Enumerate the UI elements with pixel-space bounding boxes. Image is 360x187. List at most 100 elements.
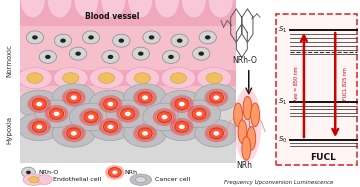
Circle shape <box>108 102 113 106</box>
Circle shape <box>112 170 117 174</box>
Ellipse shape <box>173 98 191 110</box>
Text: Blood vessel: Blood vessel <box>85 12 139 21</box>
Circle shape <box>213 131 219 136</box>
Ellipse shape <box>177 100 221 128</box>
Circle shape <box>138 128 152 139</box>
Ellipse shape <box>207 127 225 140</box>
Circle shape <box>138 92 152 103</box>
Circle shape <box>234 103 243 127</box>
Bar <box>20 94 236 163</box>
Ellipse shape <box>101 0 126 18</box>
Circle shape <box>26 171 31 174</box>
Ellipse shape <box>207 91 225 104</box>
Circle shape <box>177 39 183 43</box>
Circle shape <box>75 52 81 56</box>
Circle shape <box>238 120 247 143</box>
Bar <box>20 70 236 86</box>
Ellipse shape <box>195 119 238 147</box>
Circle shape <box>54 34 72 47</box>
Ellipse shape <box>156 111 174 123</box>
Bar <box>20 0 236 45</box>
Text: NRh: NRh <box>237 161 252 170</box>
Circle shape <box>88 35 94 39</box>
Circle shape <box>99 95 122 113</box>
Ellipse shape <box>89 113 132 141</box>
Circle shape <box>67 92 81 103</box>
Text: Cancer cell: Cancer cell <box>155 177 190 182</box>
Circle shape <box>99 118 122 136</box>
Text: Normoxic: Normoxic <box>6 44 12 77</box>
Circle shape <box>209 128 224 139</box>
Ellipse shape <box>20 0 45 18</box>
Ellipse shape <box>136 127 154 140</box>
Text: λex = 850 nm: λex = 850 nm <box>294 66 299 101</box>
Circle shape <box>67 128 81 139</box>
Ellipse shape <box>125 68 160 89</box>
Circle shape <box>175 99 189 109</box>
Text: Hypoxia: Hypoxia <box>6 116 12 144</box>
Circle shape <box>26 31 44 44</box>
Circle shape <box>39 50 57 63</box>
Circle shape <box>242 137 251 160</box>
Circle shape <box>32 99 46 109</box>
Circle shape <box>69 47 87 60</box>
Ellipse shape <box>134 73 150 83</box>
Text: $S_1$: $S_1$ <box>278 97 287 107</box>
Circle shape <box>71 131 77 136</box>
Circle shape <box>36 102 42 106</box>
Text: NRh-O: NRh-O <box>232 56 257 65</box>
Ellipse shape <box>160 113 203 141</box>
Circle shape <box>209 92 224 103</box>
Circle shape <box>168 55 174 59</box>
Ellipse shape <box>160 90 203 118</box>
Ellipse shape <box>54 68 88 89</box>
Bar <box>20 45 236 94</box>
Ellipse shape <box>123 119 167 147</box>
Ellipse shape <box>89 68 124 89</box>
Ellipse shape <box>52 84 95 111</box>
Circle shape <box>198 52 204 56</box>
Circle shape <box>32 122 46 132</box>
Circle shape <box>49 108 64 119</box>
Text: Frequency Upconversion Luminescence: Frequency Upconversion Luminescence <box>224 180 334 185</box>
Circle shape <box>133 89 157 107</box>
Ellipse shape <box>128 0 153 18</box>
Ellipse shape <box>173 121 191 133</box>
Circle shape <box>170 118 194 136</box>
Ellipse shape <box>74 0 99 18</box>
Circle shape <box>171 34 188 47</box>
Ellipse shape <box>18 68 52 89</box>
Ellipse shape <box>28 177 39 183</box>
Circle shape <box>32 35 38 39</box>
Circle shape <box>234 88 261 162</box>
Circle shape <box>105 165 125 180</box>
Circle shape <box>82 31 100 44</box>
Circle shape <box>138 52 144 56</box>
Text: $S_1$: $S_1$ <box>278 25 287 35</box>
Circle shape <box>62 124 86 142</box>
Circle shape <box>196 112 202 116</box>
Circle shape <box>162 115 167 119</box>
Ellipse shape <box>30 121 48 133</box>
Ellipse shape <box>154 0 179 18</box>
Ellipse shape <box>170 73 186 83</box>
Circle shape <box>121 108 135 119</box>
Text: NRh-O: NRh-O <box>38 170 59 175</box>
Ellipse shape <box>89 90 132 118</box>
Circle shape <box>149 35 154 39</box>
Ellipse shape <box>197 68 231 89</box>
Ellipse shape <box>18 90 61 118</box>
Ellipse shape <box>18 113 61 141</box>
Circle shape <box>103 122 118 132</box>
Bar <box>20 0 236 26</box>
Circle shape <box>54 112 59 116</box>
Ellipse shape <box>190 108 208 120</box>
Ellipse shape <box>106 100 149 128</box>
Circle shape <box>143 31 160 44</box>
Circle shape <box>243 96 252 120</box>
Ellipse shape <box>208 0 233 18</box>
Circle shape <box>142 95 148 100</box>
Circle shape <box>113 34 130 47</box>
Circle shape <box>133 124 157 142</box>
Text: Endothelial cell: Endothelial cell <box>53 177 102 182</box>
